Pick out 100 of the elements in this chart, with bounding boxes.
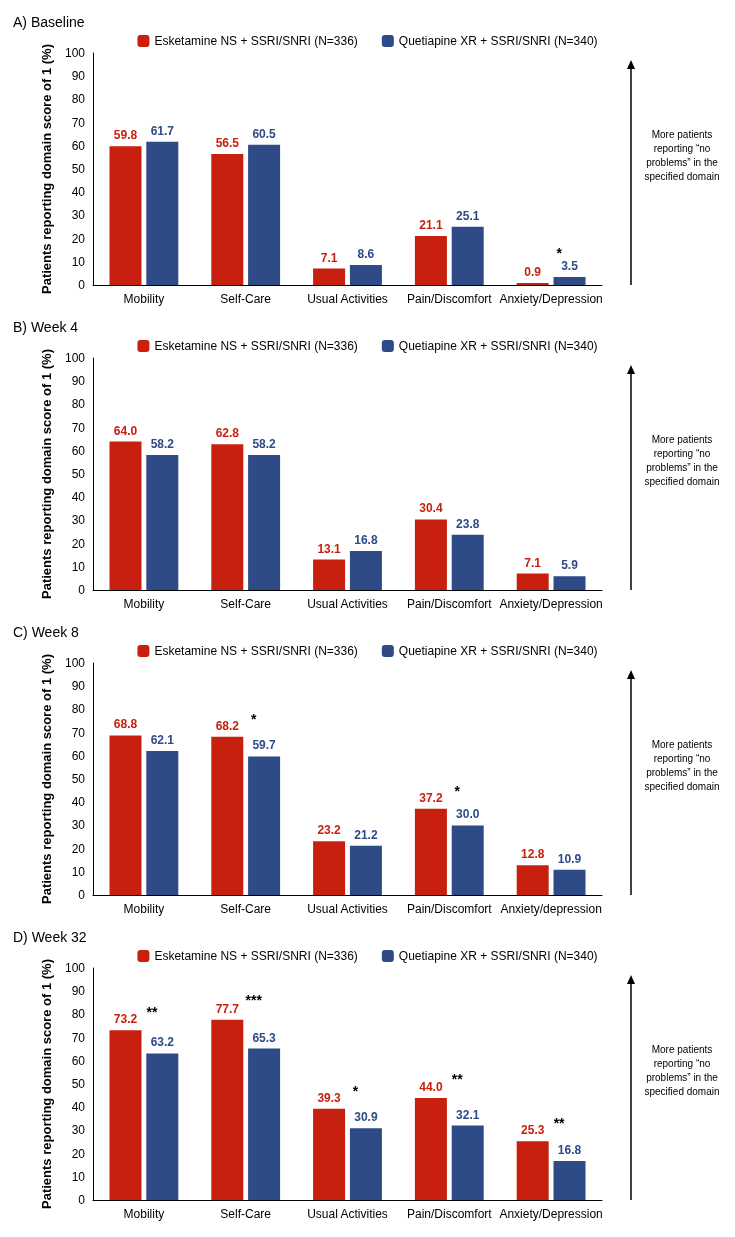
y-axis-title: Patients reporting domain score of 1 (%)	[38, 349, 54, 599]
y-tick-label: 90	[71, 374, 86, 389]
y-tick-label: 20	[71, 231, 86, 246]
x-tick-label: Usual Activities	[307, 597, 388, 611]
data-label: 60.5	[252, 126, 277, 141]
bar	[349, 845, 382, 895]
x-tick-label: Usual Activities	[307, 292, 388, 306]
bar	[248, 1048, 281, 1200]
bar	[451, 534, 484, 590]
y-tick-label: 20	[71, 1146, 86, 1161]
data-label: 65.3	[252, 1030, 277, 1045]
text: More patients reporting “no problems” in the specified domain	[643, 433, 721, 489]
y-tick-label: 60	[71, 138, 86, 153]
y-tick-label: 70	[71, 1030, 86, 1045]
y-tick-label: 60	[71, 748, 86, 763]
text: More patients reporting “no problems” in the specified domain	[643, 128, 721, 184]
bar	[248, 454, 281, 590]
x-tick-label: Anxiety/Depression	[499, 292, 603, 306]
annotation: **	[451, 1071, 464, 1088]
data-label: 39.3	[317, 1090, 342, 1105]
y-tick-label: 0	[78, 888, 86, 902]
data-label: 25.3	[521, 1123, 545, 1138]
bar	[211, 153, 244, 285]
y-tick-label: 30	[71, 1123, 86, 1138]
y-tick-label: 40	[71, 490, 86, 505]
data-label: 7.1	[320, 250, 338, 265]
bar	[146, 454, 179, 590]
x-tick-label: Anxiety/depression	[500, 902, 602, 916]
bar	[146, 141, 179, 285]
legend-label: Quetiapine XR + SSRI/SNRI (N=340)	[398, 949, 598, 963]
y-tick-label: 80	[71, 397, 86, 412]
bar	[349, 1128, 382, 1200]
data-label: 73.2	[113, 1012, 138, 1027]
x-tick-label: Mobility	[123, 597, 165, 611]
x-tick-label: Usual Activities	[307, 1207, 388, 1221]
y-tick-label: 50	[71, 467, 86, 481]
chart-title: B) Week 4	[13, 319, 79, 335]
data-label: 30.9	[354, 1110, 378, 1125]
bar	[146, 750, 179, 895]
y-tick-label: 40	[71, 795, 86, 810]
data-label: 23.2	[317, 823, 342, 838]
data-label: 0.9	[524, 264, 542, 279]
data-label: 21.2	[354, 827, 378, 842]
x-tick-label: Usual Activities	[307, 902, 388, 916]
annotation: ***	[245, 992, 263, 1009]
legend-label: Esketamine NS + SSRI/SNRI (N=336)	[154, 339, 358, 353]
y-axis-title: Patients reporting domain score of 1 (%)	[38, 44, 54, 294]
y-tick-label: 100	[64, 46, 86, 60]
y-tick-label: 30	[71, 818, 86, 833]
bar	[313, 268, 346, 285]
annotation: *	[556, 244, 563, 261]
y-axis-title: Patients reporting domain score of 1 (%)	[38, 654, 54, 904]
bar	[109, 1030, 142, 1200]
bar	[553, 276, 586, 285]
bar	[516, 573, 549, 590]
bar	[414, 808, 447, 895]
y-tick-label: 100	[64, 351, 86, 365]
data-label: 32.1	[456, 1107, 480, 1122]
bar	[109, 735, 142, 895]
y-tick-label: 80	[71, 1007, 86, 1022]
legend-label: Esketamine NS + SSRI/SNRI (N=336)	[154, 949, 358, 963]
y-tick-label: 90	[71, 984, 86, 999]
x-tick-label: Mobility	[123, 1207, 165, 1221]
y-tick-label: 50	[71, 1077, 86, 1091]
y-tick-label: 90	[71, 679, 86, 694]
annotation: **	[146, 1004, 158, 1021]
bar	[553, 869, 586, 895]
bar	[248, 756, 281, 895]
data-label: 59.8	[113, 128, 138, 143]
bar	[553, 576, 586, 590]
data-label: 59.7	[252, 738, 277, 753]
bar	[516, 1141, 549, 1200]
data-label: 68.2	[215, 718, 240, 733]
text: More patients reporting “no problems” in the specified domain	[643, 738, 721, 794]
bar	[313, 841, 346, 895]
bar	[313, 559, 346, 590]
legend-label: Quetiapine XR + SSRI/SNRI (N=340)	[398, 34, 598, 48]
data-label: 62.8	[215, 426, 240, 441]
data-label: 68.8	[113, 717, 138, 732]
y-tick-label: 60	[71, 1053, 86, 1068]
bar	[313, 1108, 346, 1200]
data-label: 5.9	[561, 558, 579, 573]
x-tick-label: Self-Care	[220, 597, 272, 611]
data-label: 12.8	[521, 847, 545, 862]
data-label: 58.2	[252, 436, 277, 451]
data-label: 21.1	[419, 218, 443, 233]
chart-title: A) Baseline	[13, 14, 85, 30]
text: More patients reporting “no problems” in the specified domain	[643, 1043, 721, 1099]
bar	[516, 865, 549, 895]
data-label: 7.1	[524, 555, 542, 570]
data-label: 30.0	[456, 807, 480, 822]
data-label: 58.2	[150, 436, 175, 451]
y-tick-label: 10	[71, 254, 86, 269]
data-label: 8.6	[357, 247, 375, 262]
y-tick-label: 40	[71, 185, 86, 200]
x-tick-label: Anxiety/Depression	[499, 1207, 603, 1221]
annotation: **	[553, 1115, 566, 1132]
data-label: 64.0	[113, 423, 138, 438]
bar	[516, 282, 549, 285]
y-tick-label: 30	[71, 208, 86, 223]
